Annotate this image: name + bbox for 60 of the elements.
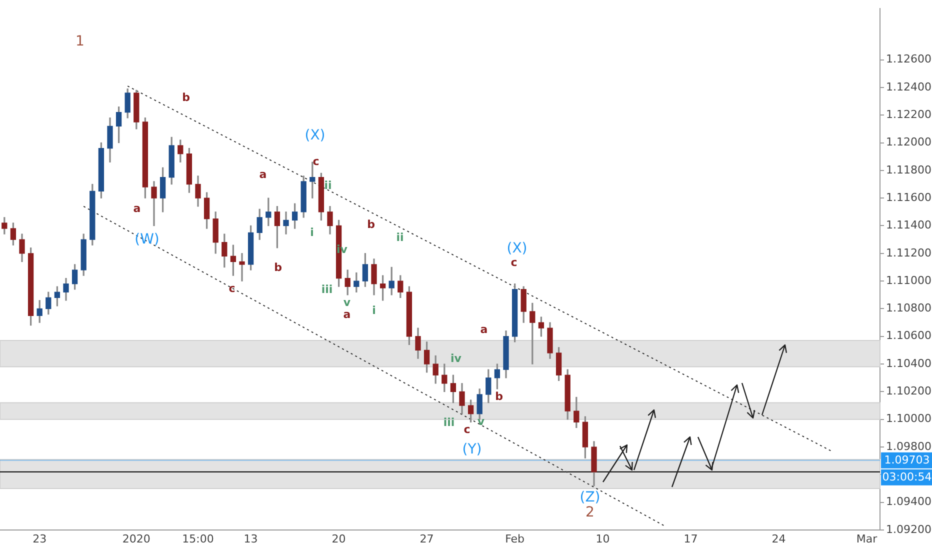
y-tick-label: 1.09400 (886, 495, 932, 508)
annotation: a (133, 202, 141, 215)
y-tick-label: 1.11000 (886, 274, 932, 287)
y-tick-label: 1.10200 (886, 384, 932, 398)
candlestick (239, 253, 245, 282)
y-tick-label: 1.09200 (886, 522, 932, 536)
annotation: ii (396, 230, 404, 244)
annotation: c (228, 282, 236, 295)
x-tick-label: Mar (856, 532, 878, 546)
annotation: 1 (76, 34, 84, 50)
x-tick-label: 2020 (122, 532, 150, 546)
ref-line-label: 1.09703 (884, 453, 930, 466)
annotation: b (274, 260, 282, 274)
annotation: (W) (134, 232, 160, 248)
annotation: v (343, 296, 352, 309)
annotation: b (182, 90, 190, 104)
y-tick-label: 1.11600 (886, 190, 932, 204)
x-tick-label: 24 (772, 532, 786, 546)
annotation: (X) (304, 128, 326, 144)
candlestick (283, 212, 289, 234)
x-tick-label: 17 (684, 532, 698, 546)
annotation: ii (324, 178, 332, 192)
y-tick-label: 1.11800 (886, 163, 932, 176)
annotation: i (372, 304, 376, 317)
x-tick-label: 13 (244, 532, 258, 546)
y-tick-label: 1.12000 (886, 136, 932, 149)
annotation: a (480, 322, 488, 336)
y-tick-label: 1.12200 (886, 108, 932, 121)
x-tick-label: 23 (32, 532, 47, 546)
annotation: c (464, 422, 470, 436)
annotation: (Y) (462, 442, 482, 458)
y-tick-label: 1.10400 (886, 356, 932, 370)
annotation: b (495, 390, 504, 403)
annotation: 2 (586, 504, 594, 521)
annotation: (Z) (580, 490, 600, 506)
y-tick-label: 1.12400 (886, 80, 932, 94)
annotation: (X) (506, 240, 528, 257)
x-tick-label: Feb (505, 532, 525, 546)
y-tick-label: 1.12600 (886, 52, 932, 66)
annotation: v (477, 414, 486, 428)
annotation: a (259, 168, 267, 181)
x-tick-label: 10 (596, 532, 610, 546)
x-tick-label: 27 (420, 532, 434, 546)
x-tick-label: 20 (332, 532, 346, 546)
annotation: iii (321, 282, 333, 296)
y-tick-label: 1.10600 (886, 329, 932, 342)
y-tick-label: 1.10000 (886, 412, 932, 426)
y-tick-label: 1.11200 (886, 246, 932, 260)
annotation: a (343, 308, 351, 321)
annotation: c (312, 154, 320, 168)
annotation: c (510, 256, 518, 269)
annotation: b (367, 218, 376, 231)
y-tick-label: 1.10800 (886, 302, 932, 315)
annotation: iv (450, 352, 462, 365)
text: 03:00:54 (882, 470, 932, 484)
y-tick-label: 1.11400 (886, 218, 932, 232)
annotation: iii (443, 416, 455, 429)
y-tick-label: 1.09800 (886, 440, 932, 453)
annotation: i (310, 226, 314, 239)
x-tick-label: 15:00 (182, 532, 214, 546)
